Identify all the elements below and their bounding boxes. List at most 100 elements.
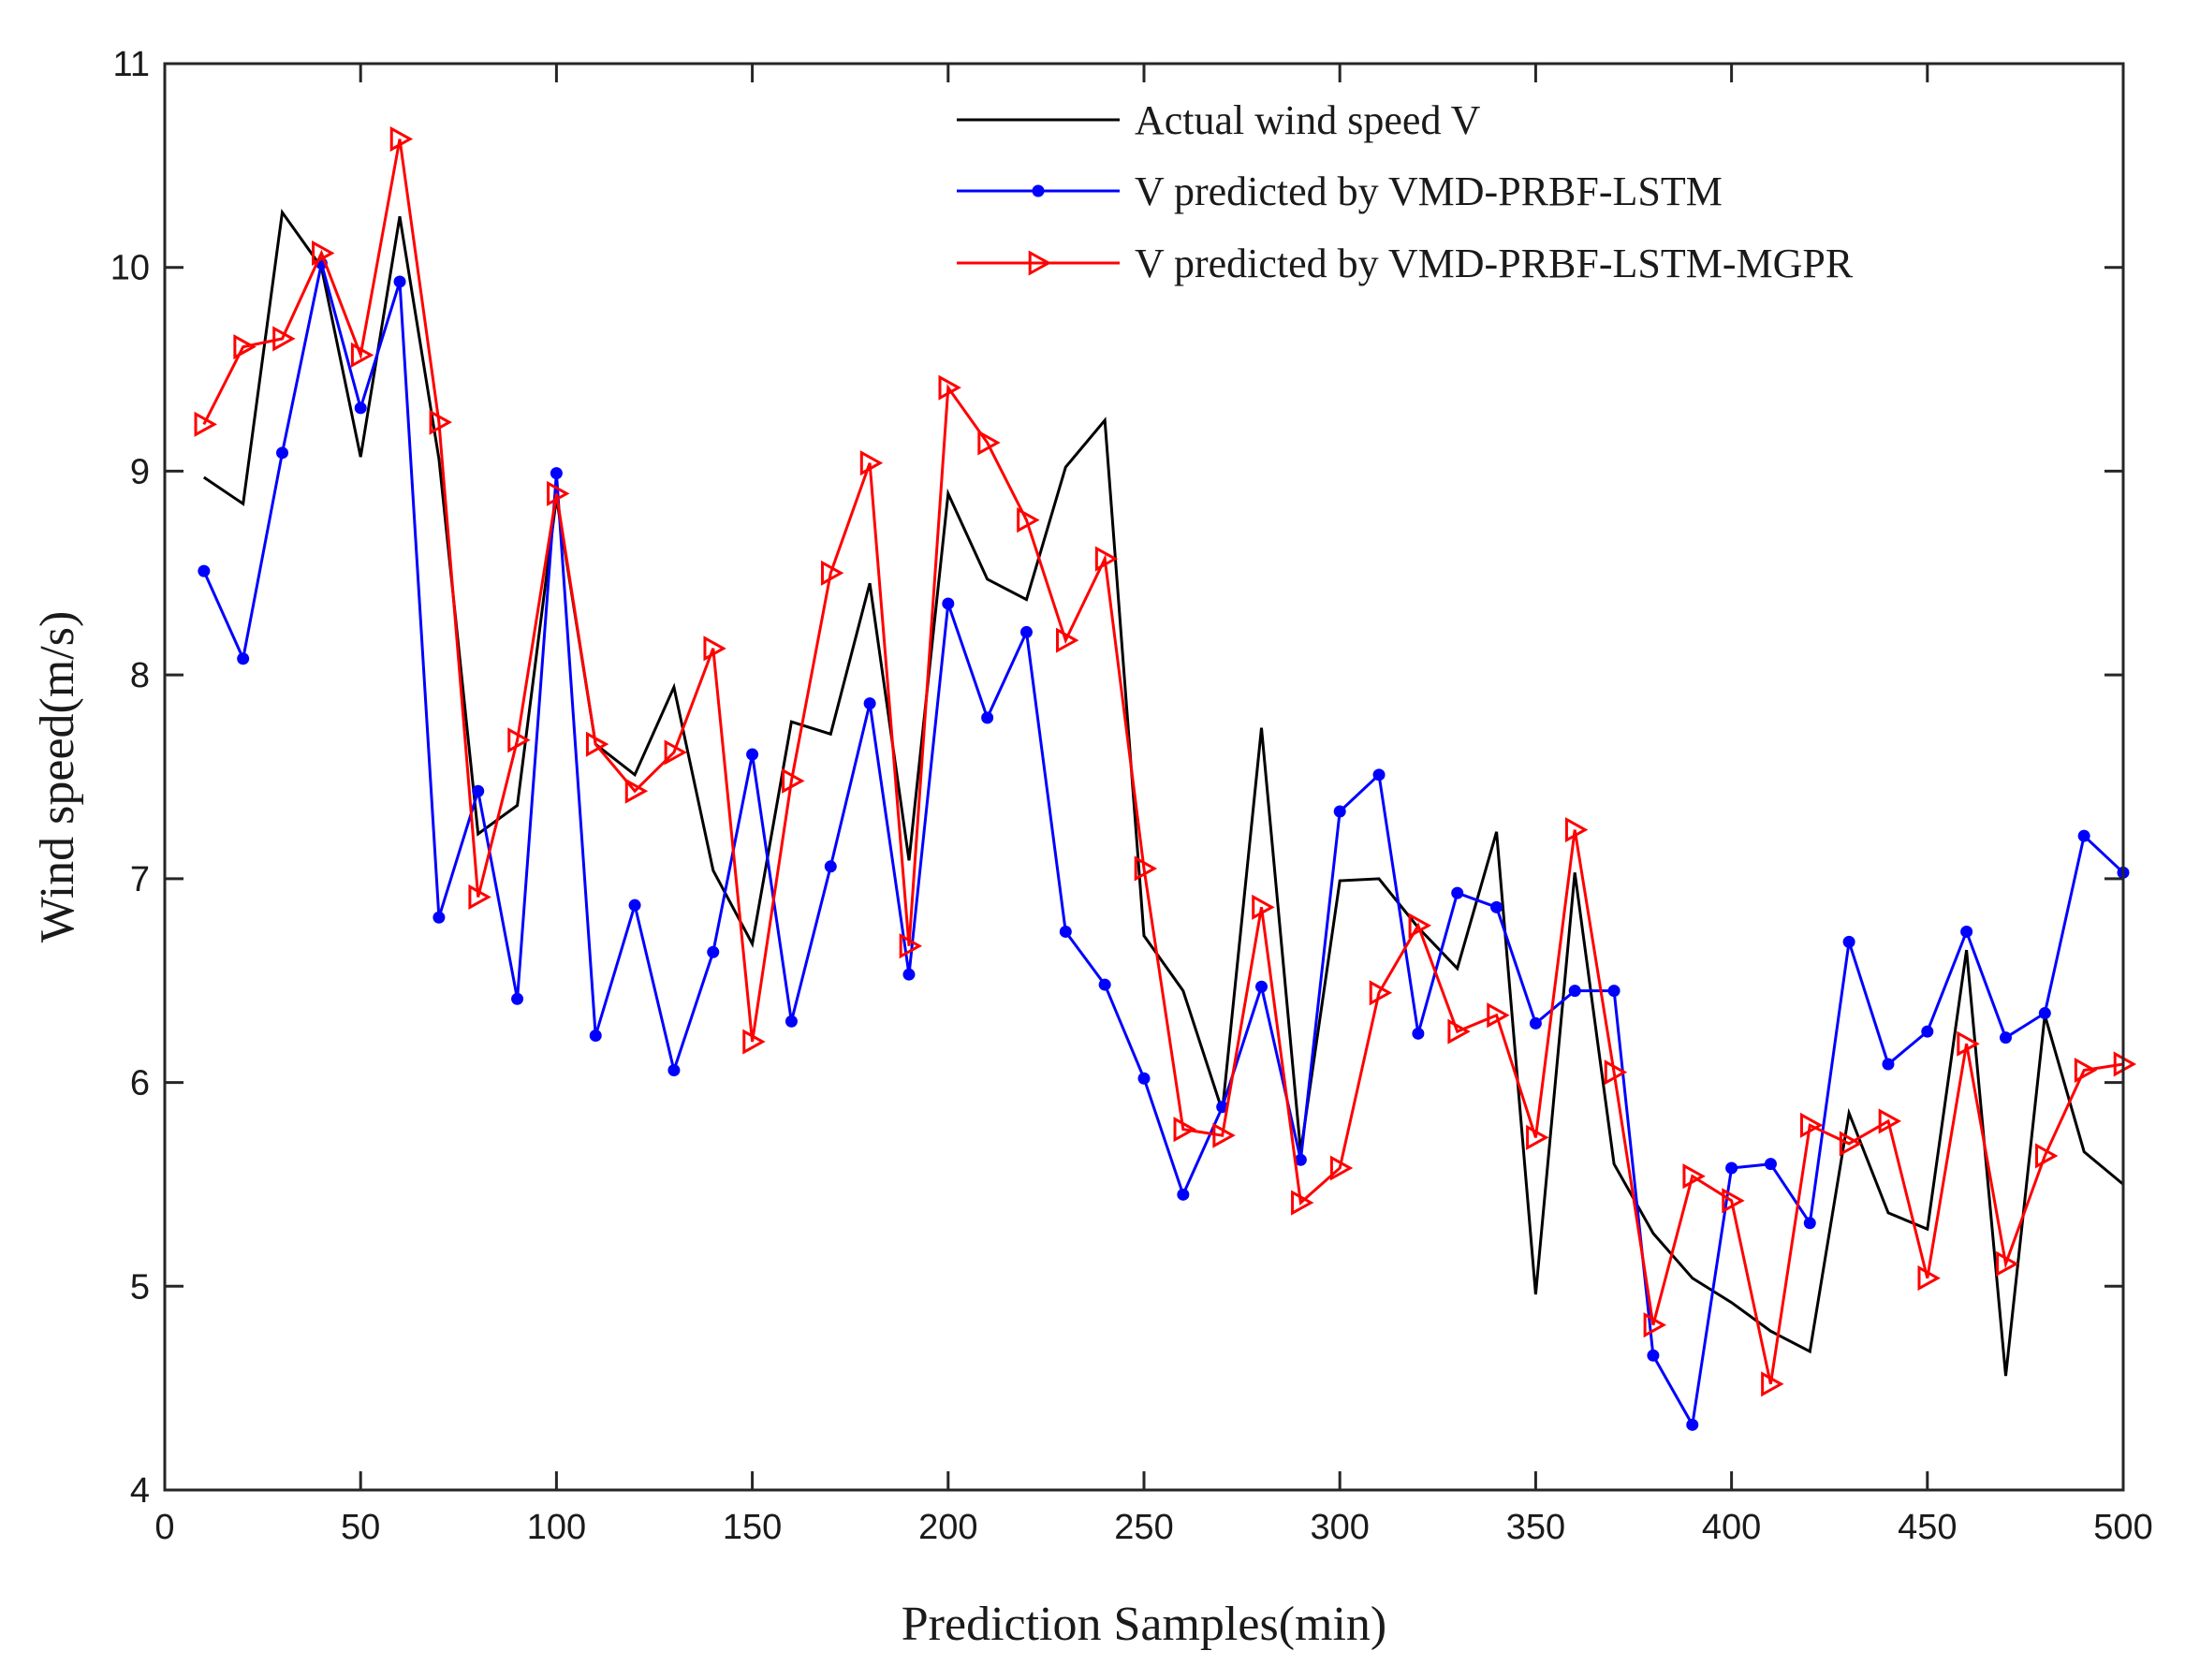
- data-point: [1686, 1418, 1699, 1431]
- data-point: [1372, 768, 1386, 782]
- data-point: [746, 748, 759, 761]
- data-point: [1059, 925, 1072, 938]
- x-tick-label: 150: [723, 1508, 782, 1547]
- data-point: [1799, 1112, 1824, 1138]
- legend-marker: [1028, 250, 1052, 276]
- y-tick-label: 8: [130, 656, 150, 695]
- data-point: [1607, 985, 1620, 998]
- y-tick-label: 7: [130, 860, 150, 899]
- legend-marker: [1032, 184, 1045, 197]
- legend-item: Actual wind speed V: [957, 97, 1481, 143]
- series-line: [202, 263, 2125, 1429]
- data-point: [1487, 1002, 1510, 1029]
- data-point: [1173, 1117, 1196, 1143]
- data-point: [1019, 625, 1033, 638]
- data-point: [624, 778, 649, 804]
- data-point: [1408, 913, 1431, 939]
- data-point: [429, 409, 452, 435]
- data-point: [1252, 894, 1275, 920]
- data-point: [664, 739, 688, 766]
- data-point: [272, 326, 296, 352]
- data-point: [1094, 546, 1119, 572]
- data-point: [1960, 925, 1973, 938]
- data-point: [785, 1015, 798, 1028]
- data-point: [782, 767, 805, 794]
- data-point: [1098, 978, 1111, 991]
- data-point: [550, 467, 563, 480]
- y-axis-title: Wind speed(m/s): [31, 611, 84, 943]
- data-point: [589, 1029, 602, 1042]
- legend-label: Actual wind speed V: [1135, 97, 1481, 143]
- legend-item: V predicted by VMD-PRBF-LSTM-MGPR: [957, 241, 1854, 286]
- data-point: [703, 635, 726, 662]
- y-tick-label: 5: [130, 1267, 150, 1307]
- x-tick-label: 0: [154, 1508, 174, 1547]
- legend: Actual wind speed V V predicted by VMD-PR…: [957, 97, 1854, 286]
- data-point: [1291, 1190, 1314, 1216]
- data-point: [1177, 1188, 1190, 1201]
- axis-ticks: 0 50 100 150 200 250 300 350 400 450 500 4 5 6 7 8 9 10 11: [110, 45, 2153, 1547]
- data-point: [1329, 1155, 1354, 1181]
- data-point: [1134, 855, 1158, 882]
- data-point: [1842, 935, 1855, 948]
- data-point: [198, 564, 211, 577]
- data-point: [2077, 829, 2090, 842]
- data-point: [1725, 1161, 1738, 1175]
- data-point: [824, 860, 837, 873]
- data-point: [1839, 1131, 1863, 1157]
- data-point: [276, 446, 289, 460]
- data-point: [1451, 886, 1464, 899]
- data-point: [389, 126, 414, 153]
- y-tick-label: 10: [110, 249, 150, 288]
- series-3: [194, 126, 2137, 1397]
- data-point: [1212, 1122, 1236, 1148]
- data-point: [1490, 900, 1503, 913]
- data-point: [942, 597, 955, 610]
- data-point: [1447, 1018, 1471, 1045]
- data-point: [1137, 1072, 1151, 1085]
- data-point: [1526, 1124, 1549, 1150]
- x-tick-label: 400: [1702, 1508, 1761, 1547]
- data-point: [511, 992, 524, 1005]
- data-point: [1568, 985, 1581, 998]
- data-point: [393, 275, 406, 288]
- x-tick-label: 500: [2093, 1508, 2152, 1547]
- data-point: [1369, 980, 1393, 1006]
- data-point: [433, 911, 446, 924]
- data-point: [1294, 1153, 1307, 1166]
- data-point: [899, 933, 923, 959]
- data-point: [859, 450, 884, 476]
- series-1: [202, 208, 2124, 1377]
- data-point: [1917, 1265, 1941, 1292]
- data-point: [977, 430, 1001, 456]
- y-tick-label: 4: [130, 1471, 150, 1511]
- data-point: [1056, 627, 1079, 653]
- data-point: [237, 652, 250, 665]
- data-point: [707, 945, 720, 958]
- legend-item: V predicted by VMD-PRBF-LSTM: [957, 168, 1723, 214]
- data-point: [820, 560, 844, 586]
- x-tick-label: 350: [1506, 1508, 1565, 1547]
- data-point: [354, 402, 367, 415]
- data-point: [1882, 1058, 1895, 1071]
- data-point: [507, 727, 531, 753]
- x-tick-label: 300: [1310, 1508, 1369, 1547]
- legend-label: V predicted by VMD-PRBF-LSTM: [1135, 168, 1723, 214]
- x-tick-label: 450: [1898, 1508, 1957, 1547]
- data-point: [1722, 1188, 1745, 1214]
- series-line: [202, 139, 2124, 1385]
- y-tick-label: 11: [113, 45, 150, 84]
- x-axis-title: Prediction Samples(min): [902, 1598, 1386, 1651]
- data-point: [1957, 1030, 1980, 1057]
- data-point: [1999, 1031, 2012, 1045]
- data-point: [1017, 507, 1040, 533]
- data-point: [468, 884, 491, 911]
- data-point: [1604, 1059, 1628, 1086]
- data-point: [981, 711, 994, 724]
- data-point: [628, 898, 641, 912]
- data-point: [1529, 1016, 1542, 1030]
- data-point: [1682, 1163, 1706, 1190]
- data-point: [1647, 1349, 1660, 1362]
- data-point: [233, 334, 257, 360]
